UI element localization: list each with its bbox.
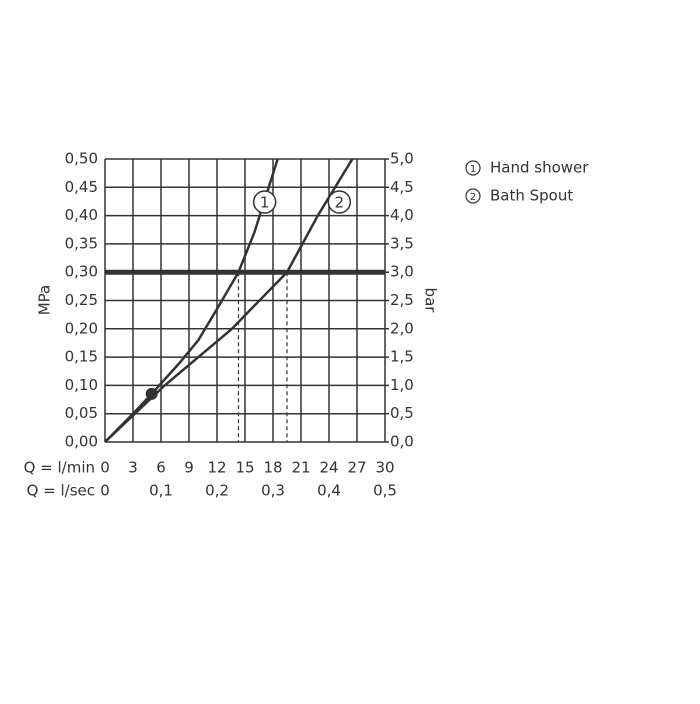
legend-circle (465, 188, 481, 204)
y-tick-label: 0,20 (65, 319, 98, 337)
y-tick-label: 0,40 (65, 206, 98, 224)
curve-label-circle (327, 190, 352, 214)
y-tick-label: 0,15 (65, 348, 98, 366)
legend-number: 1 (470, 164, 476, 175)
x-tick-label: 0 (100, 459, 110, 477)
x-tick-label: 18 (263, 459, 282, 477)
y-tick-label: 0,10 (65, 376, 98, 394)
y-tick-label: 0,45 (65, 178, 98, 196)
y-axis-label: MPa (36, 285, 54, 316)
x2-axis-label: Q = l/sec (27, 482, 95, 500)
legend-label: Hand shower (490, 159, 589, 177)
y-tick-label: 0,00 (65, 433, 98, 451)
y2-tick-label: 1,0 (390, 376, 414, 394)
y2-tick-label: 3,0 (390, 263, 414, 281)
legend-number: 2 (470, 192, 476, 203)
x-tick-label: 27 (347, 459, 366, 477)
x2-tick-label: 0,3 (261, 482, 285, 500)
x-tick-label: 6 (156, 459, 166, 477)
series-line (104, 158, 279, 443)
y2-tick-label: 0,5 (390, 404, 414, 422)
y-tick-label: 0,35 (65, 234, 98, 252)
x-axis-label: Q = l/min (24, 459, 95, 477)
y-tick-label: 0,30 (65, 263, 98, 281)
marker (145, 387, 158, 400)
y2-tick-label: 1,5 (390, 348, 414, 366)
y2-tick-label: 2,0 (390, 319, 414, 337)
y2-tick-label: 2,5 (390, 291, 414, 309)
curve-label: 2 (335, 194, 345, 212)
curve-label: 1 (260, 194, 270, 212)
legend-label: Bath Spout (490, 187, 573, 205)
x2-tick-label: 0 (100, 482, 110, 500)
y2-tick-label: 3,5 (390, 234, 414, 252)
y2-tick-label: 4,5 (390, 178, 414, 196)
x2-tick-label: 0,1 (149, 482, 173, 500)
curve-label-circle (252, 190, 277, 214)
y2-tick-label: 4,0 (390, 206, 414, 224)
legend-circle (465, 160, 481, 176)
x-tick-label: 30 (375, 459, 394, 477)
y-tick-label: 0,25 (65, 291, 98, 309)
x-tick-label: 21 (291, 459, 310, 477)
y2-tick-label: 0,0 (390, 433, 414, 451)
x2-tick-label: 0,2 (205, 482, 229, 500)
x-tick-label: 3 (128, 459, 138, 477)
y2-tick-label: 5,0 (390, 150, 414, 168)
x2-tick-label: 0,4 (317, 482, 341, 500)
x-tick-label: 9 (184, 459, 194, 477)
x2-tick-label: 0,5 (373, 482, 397, 500)
y-tick-label: 0,50 (65, 150, 98, 168)
x-tick-label: 15 (235, 459, 254, 477)
y-tick-label: 0,05 (65, 404, 98, 422)
x-tick-label: 12 (207, 459, 226, 477)
y2-axis-label: bar (422, 288, 440, 314)
x-tick-label: 24 (319, 459, 338, 477)
